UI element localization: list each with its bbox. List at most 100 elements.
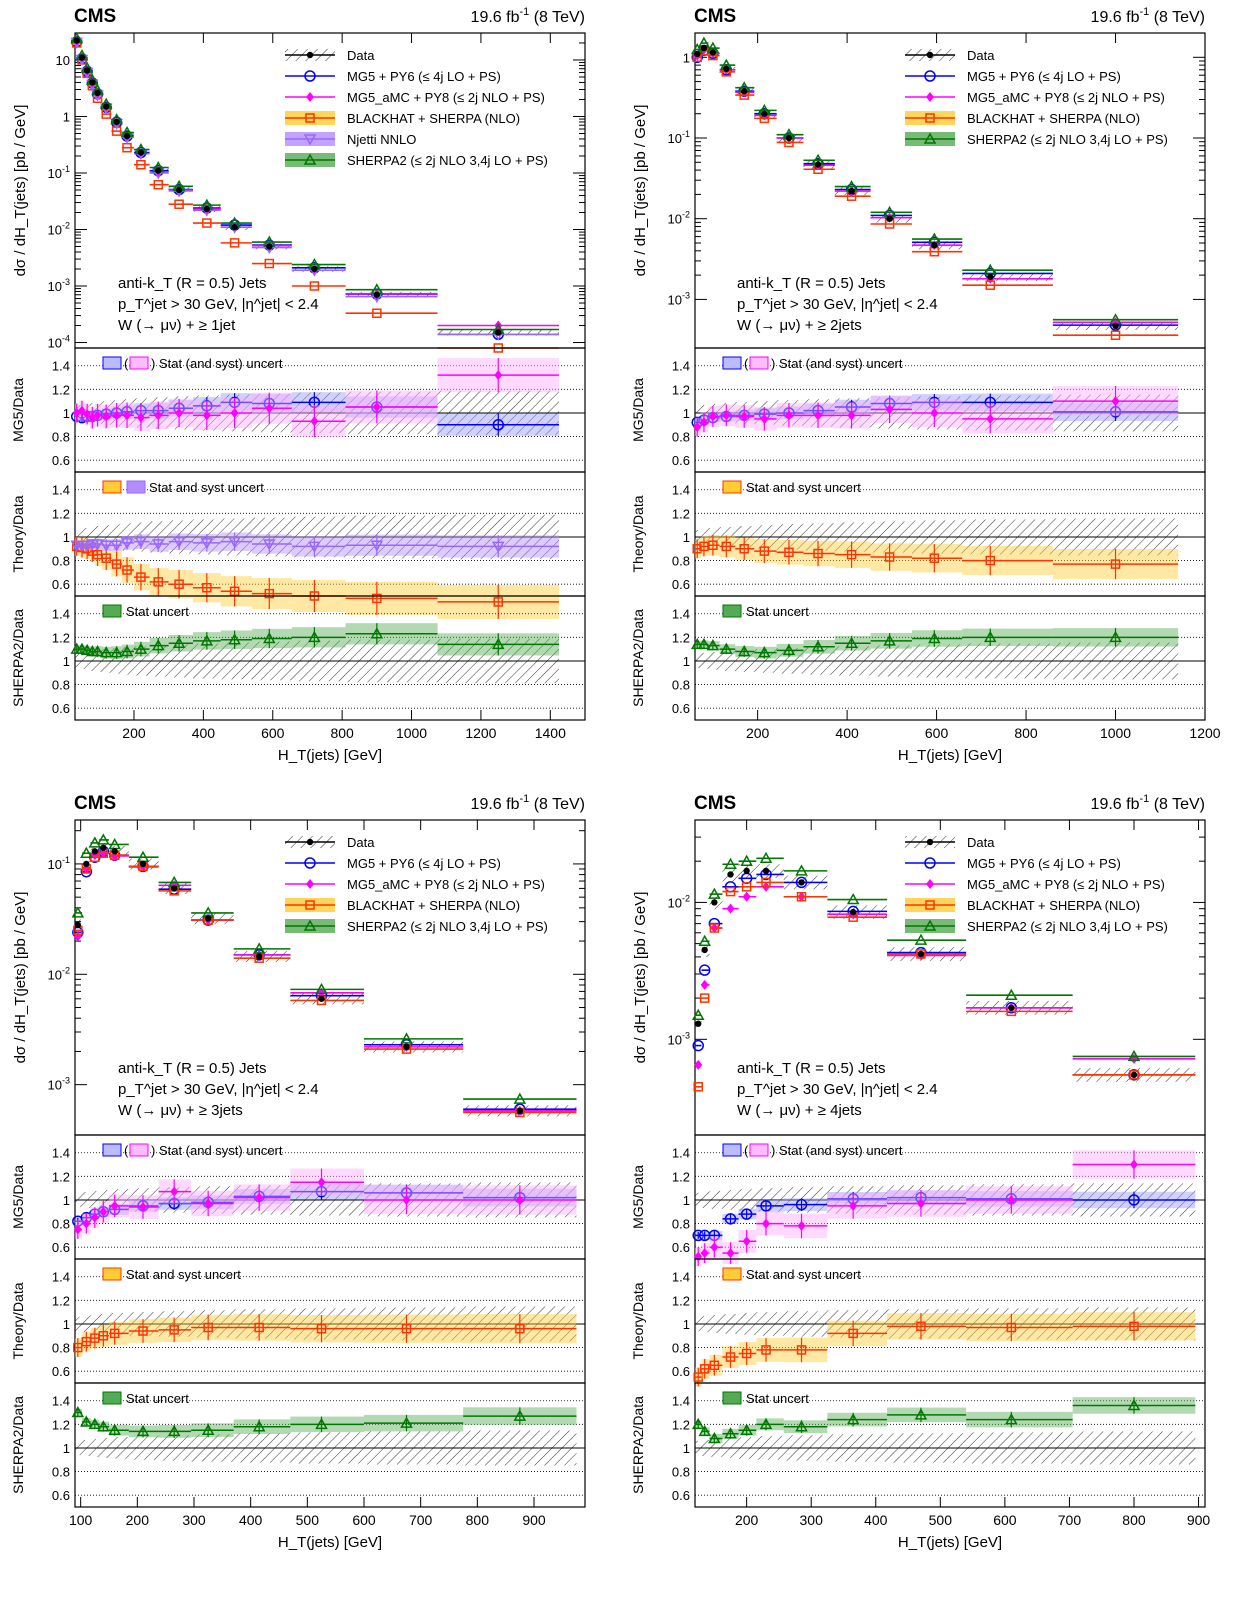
series-marker [708,887,721,899]
ratio-legend-label: ) Stat (and syst) uncert [151,1143,283,1158]
data-point [103,103,110,110]
x-tick-label: 1000 [1100,725,1131,741]
ratio-panel: 0.6 0.8 1 1.2 1.4 MG5/Data () Stat (and syst) … [10,347,586,473]
ratio-marker [513,1409,527,1421]
ratio-legend-label: Stat uncert [746,604,809,619]
ratio-panel: 0.6 0.8 1 1.2 1.4 SHERPA2/Data Stat uncert [630,1382,1206,1508]
series-marker [202,218,212,228]
data-point [373,291,381,298]
ratio-marker [172,636,186,648]
ratio-marker [720,642,733,654]
ratio-legend-label: ) Stat (and syst) uncert [151,356,283,371]
ratio-marker [1006,1322,1017,1333]
ratio-tick-label: 1 [63,1317,70,1332]
y-tick-label: 10-1 [48,164,70,181]
ratio-y-label: SHERPA2/Data [630,1396,646,1494]
ratio-marker [795,1198,808,1211]
ratio-marker [784,547,794,558]
legend-label: Njetti NNLO [347,132,416,147]
ratio-tick-label: 1 [683,1317,690,1332]
ratio-legend-swatch [722,356,742,370]
legend-marker [305,900,315,910]
data-point [113,118,120,126]
ratio-marker [725,1352,736,1362]
ratio-marker [170,1186,179,1197]
series-marker [309,281,320,291]
ratio-marker [699,541,709,552]
ratio-marker [154,410,163,421]
series-marker [97,833,110,845]
y-tick-label: 10-3 [48,277,70,294]
ratio-marker [228,536,241,549]
ratio-marker [174,579,184,589]
lumi-label: 19.6 fb-1 (8 TeV) [1091,6,1205,26]
x-tick-label: 800 [330,725,354,741]
data-point [111,848,118,855]
lumi-label: 19.6 fb-1 (8 TeV) [1091,793,1205,813]
ratio-tick-label: 1.2 [672,506,690,521]
x-tick-label: 200 [746,725,770,741]
ratio-marker [310,416,319,427]
ratio-marker [983,630,997,643]
ratio-marker [740,1208,753,1220]
series-marker [1005,988,1018,1000]
ratio-tick-label: 0.8 [52,1341,70,1356]
ratio-marker [91,644,104,657]
legend-marker [925,900,935,910]
ratio-legend-swatch [129,1143,149,1157]
series-marker [698,964,711,976]
ratio-marker [1127,1398,1141,1411]
annotation-line: W (→ μν) + ≥ 3jets [118,1102,243,1119]
ratio-y-label: SHERPA2/Data [630,609,646,707]
ratio-marker [708,540,718,550]
data-point [139,860,147,868]
ratio-marker [848,1328,858,1339]
annotation-line: p_T^jet > 30 GeV, |η^jet| < 2.4 [118,296,319,313]
ratio-legend-label: Stat and syst uncert [126,1267,241,1282]
lumi-label: 19.6 fb-1 (8 TeV) [471,6,585,26]
ratio-tick-label: 0.6 [52,1488,70,1503]
series-marker [1110,330,1121,340]
data-uncertainty-band [290,993,364,1005]
ratio-marker [80,540,94,552]
ratio-tick-label: 1.2 [52,1417,70,1432]
ratio-panel: 0.6 0.8 1 1.2 1.4 MG5/Data () Stat (and syst) … [630,347,1206,473]
ratio-marker [1005,1413,1018,1425]
ratio-tick-label: 1 [63,1193,70,1208]
legend-marker [304,70,316,82]
ratio-marker [370,540,384,552]
annotation-line: p_T^jet > 30 GeV, |η^jet| < 2.4 [118,1081,319,1098]
ratio-marker [308,630,321,643]
series-marker [916,949,926,959]
ratio-tick-label: 0.8 [672,1341,690,1356]
data-point [266,243,273,250]
ratio-y-label: MG5/Data [630,1165,646,1229]
ratio-marker [204,1198,213,1209]
ratio-marker [690,637,704,650]
legend-label: MG5_aMC + PY8 (≤ 2j NLO + PS) [967,877,1165,892]
data-point [931,241,938,249]
legend-label: SHERPA2 (≤ 2j NLO 3,4j LO + PS) [347,919,548,934]
series-marker [726,903,735,914]
ratio-marker [172,536,186,549]
x-tick-label: 400 [835,725,859,741]
ratio-marker [916,1321,926,1332]
ratio-marker [169,1325,179,1335]
data-point [785,134,793,142]
ratio-marker [112,410,121,421]
series-marker [101,109,111,119]
ratio-marker [123,410,132,421]
x-tick-label: 900 [1187,1512,1211,1528]
ratio-tick-label: 1.2 [52,1169,70,1184]
ratio-marker [1129,1321,1139,1332]
ratio-y-label: MG5/Data [10,1165,26,1229]
ratio-tick-label: 1.4 [52,1146,70,1161]
ratio-marker [708,1431,721,1444]
data-point [83,67,91,74]
ratio-panel: 0.6 0.8 1 1.2 1.4 SHERPA2/Data Stat uncert [10,595,586,721]
ratio-marker [108,1423,121,1435]
x-tick-label: 600 [352,1512,376,1528]
y-tick-label: 10-1 [48,855,70,872]
ratio-legend-paren: ( [744,356,749,371]
x-tick-label: 400 [239,1512,263,1528]
